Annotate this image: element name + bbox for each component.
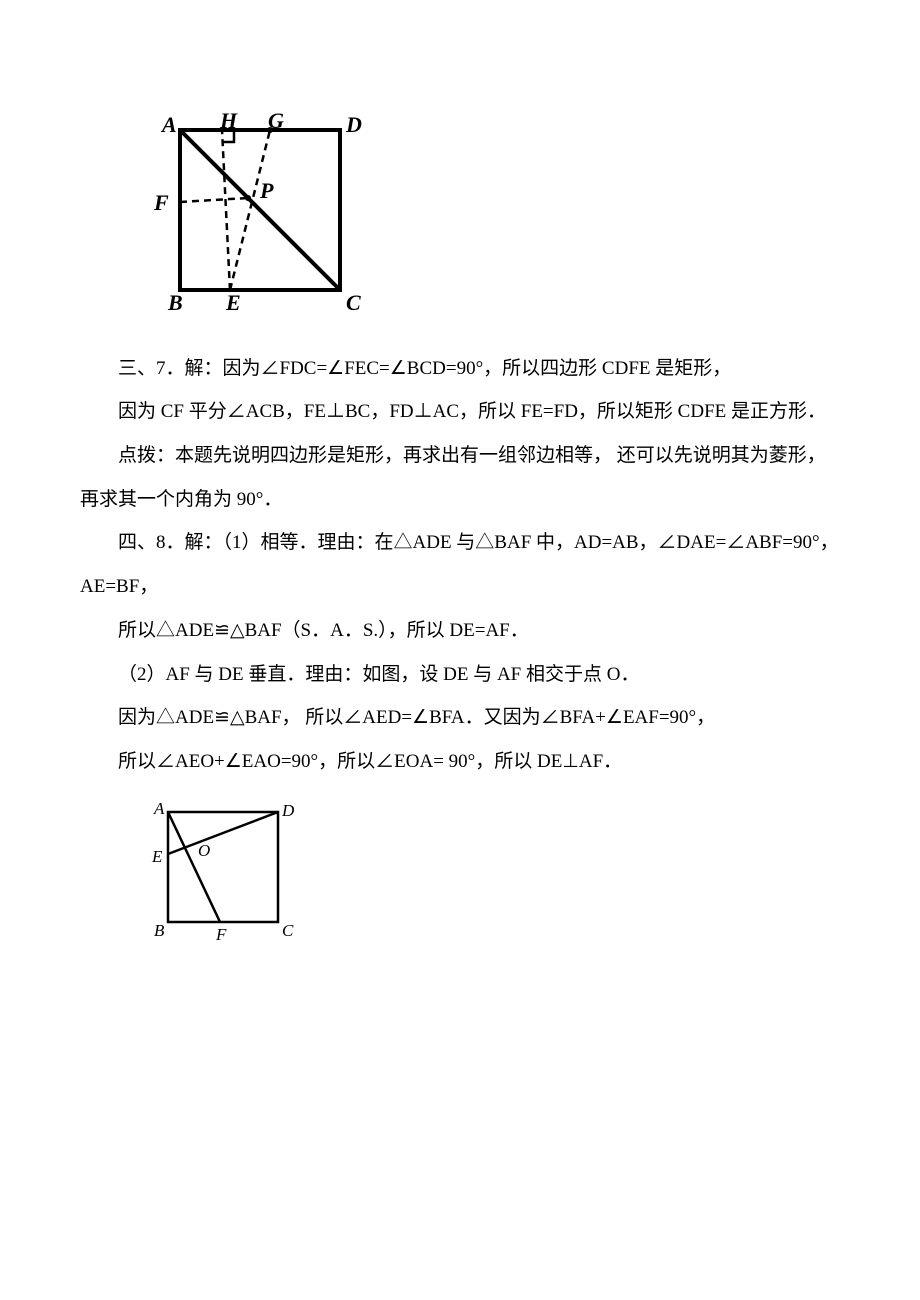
line-fp [180,198,248,202]
label-o2: O [198,841,210,860]
line-af [168,812,220,922]
figure-1: A H G D F P B E C [140,110,840,337]
solution-8-line4: 因为△ADE≌△BAF， 所以∠AED=∠BFA．又因为∠BFA+∠EAF=90… [80,696,840,740]
solution-8-line2: 所以△ADE≌△BAF（S．A．S.），所以 DE=AF． [80,609,840,653]
label-p: P [259,178,274,203]
diagram-2-svg: A D E O B F C [140,794,310,949]
line-eh [222,130,230,290]
square-abcd-2 [168,812,278,922]
label-c: C [346,290,361,315]
label-b: B [167,290,183,315]
figure-2: A D E O B F C [140,794,840,966]
solution-8-line3: （2）AF 与 DE 垂直．理由：如图，设 DE 与 AF 相交于点 O． [80,653,840,697]
label-a: A [160,112,177,137]
label-g: G [268,110,284,133]
label-e: E [225,290,241,315]
label-e2: E [151,847,163,866]
label-b2: B [154,921,165,940]
solution-8-line1b: AE=BF， [80,565,840,609]
label-c2: C [282,921,294,940]
line-eg [230,130,270,290]
label-h: H [219,110,238,133]
line-ac [180,130,340,290]
hint-7-line2: 再求其一个内角为 90°． [80,478,840,522]
solution-8-line5: 所以∠AEO+∠EAO=90°，所以∠EOA= 90°，所以 DE⊥AF． [80,740,840,784]
label-a2: A [153,799,165,818]
solution-8-line1: 四、8．解：（1）相等．理由：在△ADE 与△BAF 中，AD=AB，∠DAE=… [80,521,840,565]
point-p [245,195,251,201]
hint-7-line1: 点拨：本题先说明四边形是矩形，再求出有一组邻边相等， 还可以先说明其为菱形， [80,434,840,478]
solution-7-line1: 三、7．解：因为∠FDC=∠FEC=∠BCD=90°，所以四边形 CDFE 是矩… [80,347,840,391]
diagram-1-svg: A H G D F P B E C [140,110,370,320]
label-f: F [153,190,169,215]
label-d2: D [281,801,295,820]
label-f2: F [215,925,227,944]
solution-7-line2: 因为 CF 平分∠ACB，FE⊥BC，FD⊥AC，所以 FE=FD，所以矩形 C… [80,390,840,434]
label-d: D [345,112,362,137]
